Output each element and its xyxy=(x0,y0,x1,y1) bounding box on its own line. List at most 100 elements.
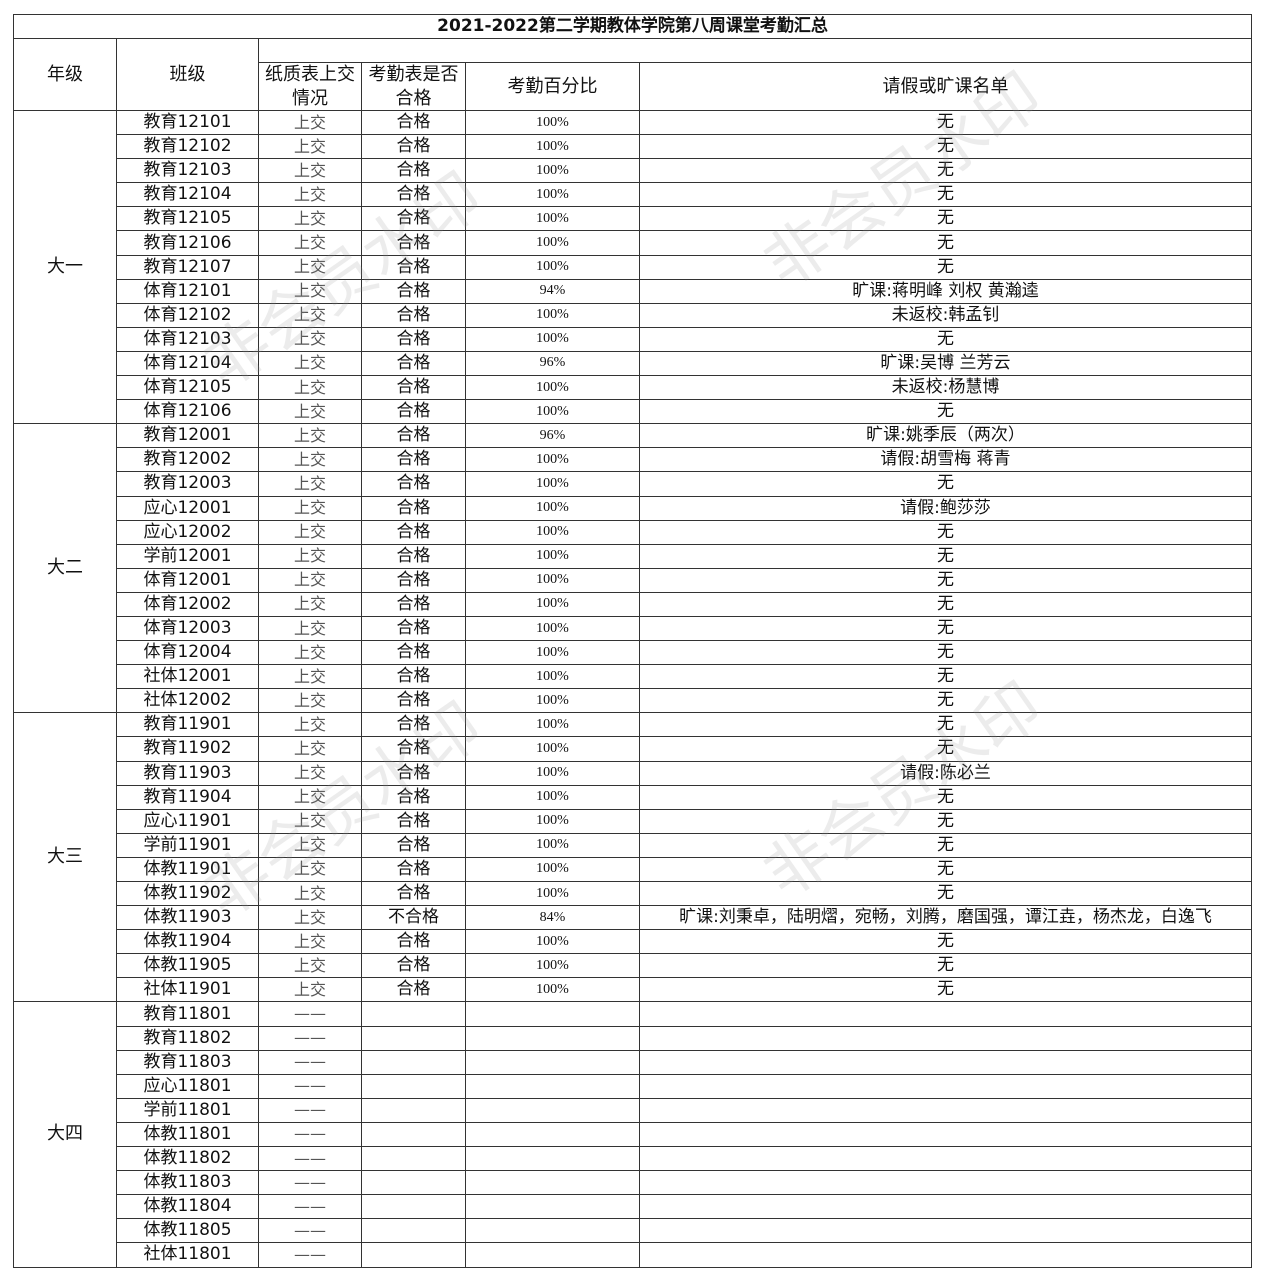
qualified-status: 合格 xyxy=(361,182,466,208)
absence-list: 旷课:蒋明峰 刘权 黄瀚逵 xyxy=(639,278,1252,304)
qualified-status: 合格 xyxy=(361,399,466,425)
qualified-status xyxy=(361,1218,466,1244)
absence-list xyxy=(639,1242,1252,1268)
attendance-percent xyxy=(465,1146,640,1172)
table-row: 体教11801 —— xyxy=(14,1121,1252,1148)
class-name: 应心11901 xyxy=(116,808,259,834)
header-grade: 年级 xyxy=(13,38,117,111)
qualified-status xyxy=(361,1001,466,1027)
qualified-status: 合格 xyxy=(361,134,466,160)
paper-status: —— xyxy=(258,1170,362,1196)
class-name: 体教11802 xyxy=(116,1146,259,1172)
paper-status: 上交 xyxy=(258,832,362,858)
table-row: 学前12001 上交 合格 100% 无 xyxy=(14,543,1252,569)
attendance-percent xyxy=(465,1025,640,1051)
qualified-status: 合格 xyxy=(361,519,466,545)
qualified-status: 合格 xyxy=(361,591,466,617)
absence-list: 无 xyxy=(639,591,1252,617)
header-percent: 考勤百分比 xyxy=(465,62,640,111)
class-name: 应心11801 xyxy=(116,1073,259,1099)
absence-list xyxy=(639,1146,1252,1172)
paper-status: 上交 xyxy=(258,302,362,328)
paper-status: —— xyxy=(258,1097,362,1123)
attendance-percent: 100% xyxy=(465,206,640,232)
attendance-percent xyxy=(465,1170,640,1196)
paper-status: —— xyxy=(258,1146,362,1172)
absence-list: 无 xyxy=(639,688,1252,714)
paper-status: 上交 xyxy=(258,399,362,425)
absence-list: 无 xyxy=(639,929,1252,955)
paper-status: 上交 xyxy=(258,375,362,401)
qualified-status: 合格 xyxy=(361,254,466,280)
absence-list: 无 xyxy=(639,712,1252,738)
attendance-percent: 100% xyxy=(465,471,640,497)
attendance-percent: 100% xyxy=(465,543,640,569)
absence-list: 无 xyxy=(639,158,1252,184)
grade-cell: 大四 xyxy=(13,1001,117,1268)
attendance-percent: 100% xyxy=(465,158,640,184)
class-name: 学前12001 xyxy=(116,543,259,569)
absence-list: 无 xyxy=(639,399,1252,425)
attendance-percent: 100% xyxy=(465,953,640,979)
absence-list: 无 xyxy=(639,519,1252,545)
table-row: 体教11901 上交 合格 100% 无 xyxy=(14,856,1252,883)
attendance-percent: 84% xyxy=(465,905,640,931)
paper-status: 上交 xyxy=(258,688,362,714)
qualified-status: 合格 xyxy=(361,567,466,593)
table-row: 体育12001 上交 合格 100% 无 xyxy=(14,567,1252,593)
qualified-status: 合格 xyxy=(361,615,466,642)
absence-list: 无 xyxy=(639,471,1252,497)
class-name: 体教11801 xyxy=(116,1121,259,1148)
paper-status: 上交 xyxy=(258,760,362,786)
attendance-percent: 96% xyxy=(465,350,640,377)
table-row: 教育12107 上交 合格 100% 无 xyxy=(14,254,1252,280)
qualified-status: 合格 xyxy=(361,158,466,184)
qualified-status: 合格 xyxy=(361,109,466,136)
paper-status: 上交 xyxy=(258,471,362,497)
attendance-percent: 100% xyxy=(465,640,640,666)
absence-list: 无 xyxy=(639,856,1252,883)
attendance-percent: 100% xyxy=(465,182,640,208)
qualified-status: 合格 xyxy=(361,543,466,569)
table-row: 大一 教育12101 上交 合格 100% 无 xyxy=(13,109,1252,425)
absence-list: 无 xyxy=(639,640,1252,666)
paper-status: —— xyxy=(258,1001,362,1027)
qualified-status: 合格 xyxy=(361,688,466,714)
table-row: 应心11901 上交 合格 100% 无 xyxy=(14,808,1252,834)
attendance-percent: 100% xyxy=(465,230,640,256)
table-row: 应心12002 上交 合格 100% 无 xyxy=(14,519,1252,545)
paper-status: —— xyxy=(258,1049,362,1075)
class-name: 教育12102 xyxy=(116,134,259,160)
absence-list: 无 xyxy=(639,664,1252,690)
table-row: 体教11902 上交 合格 100% 无 xyxy=(14,880,1252,907)
class-name: 教育12002 xyxy=(116,447,259,473)
paper-status: 上交 xyxy=(258,278,362,304)
qualified-status: 合格 xyxy=(361,784,466,810)
absence-list xyxy=(639,1121,1252,1148)
attendance-percent: 100% xyxy=(465,977,640,1003)
paper-status: 上交 xyxy=(258,977,362,1003)
class-name: 应心12001 xyxy=(116,495,259,521)
paper-status: 上交 xyxy=(258,856,362,883)
qualified-status: 合格 xyxy=(361,471,466,497)
attendance-percent: 100% xyxy=(465,109,640,136)
paper-status: 上交 xyxy=(258,567,362,593)
qualified-status xyxy=(361,1073,466,1099)
table-row: 教育12003 上交 合格 100% 无 xyxy=(14,471,1252,497)
header-qualified: 考勤表是否合格 xyxy=(361,62,466,111)
attendance-percent: 100% xyxy=(465,688,640,714)
paper-status: 上交 xyxy=(258,905,362,931)
attendance-percent: 100% xyxy=(465,399,640,425)
paper-status: 上交 xyxy=(258,519,362,545)
attendance-percent: 100% xyxy=(465,832,640,858)
attendance-percent: 100% xyxy=(465,736,640,762)
header-blank xyxy=(258,38,1252,63)
paper-status: —— xyxy=(258,1242,362,1268)
absence-list: 无 xyxy=(639,230,1252,256)
table-row: 教育12103 上交 合格 100% 无 xyxy=(14,158,1252,184)
paper-status: —— xyxy=(258,1218,362,1244)
qualified-status: 合格 xyxy=(361,375,466,401)
absence-list: 无 xyxy=(639,326,1252,352)
attendance-percent: 100% xyxy=(465,567,640,593)
paper-status: —— xyxy=(258,1194,362,1220)
